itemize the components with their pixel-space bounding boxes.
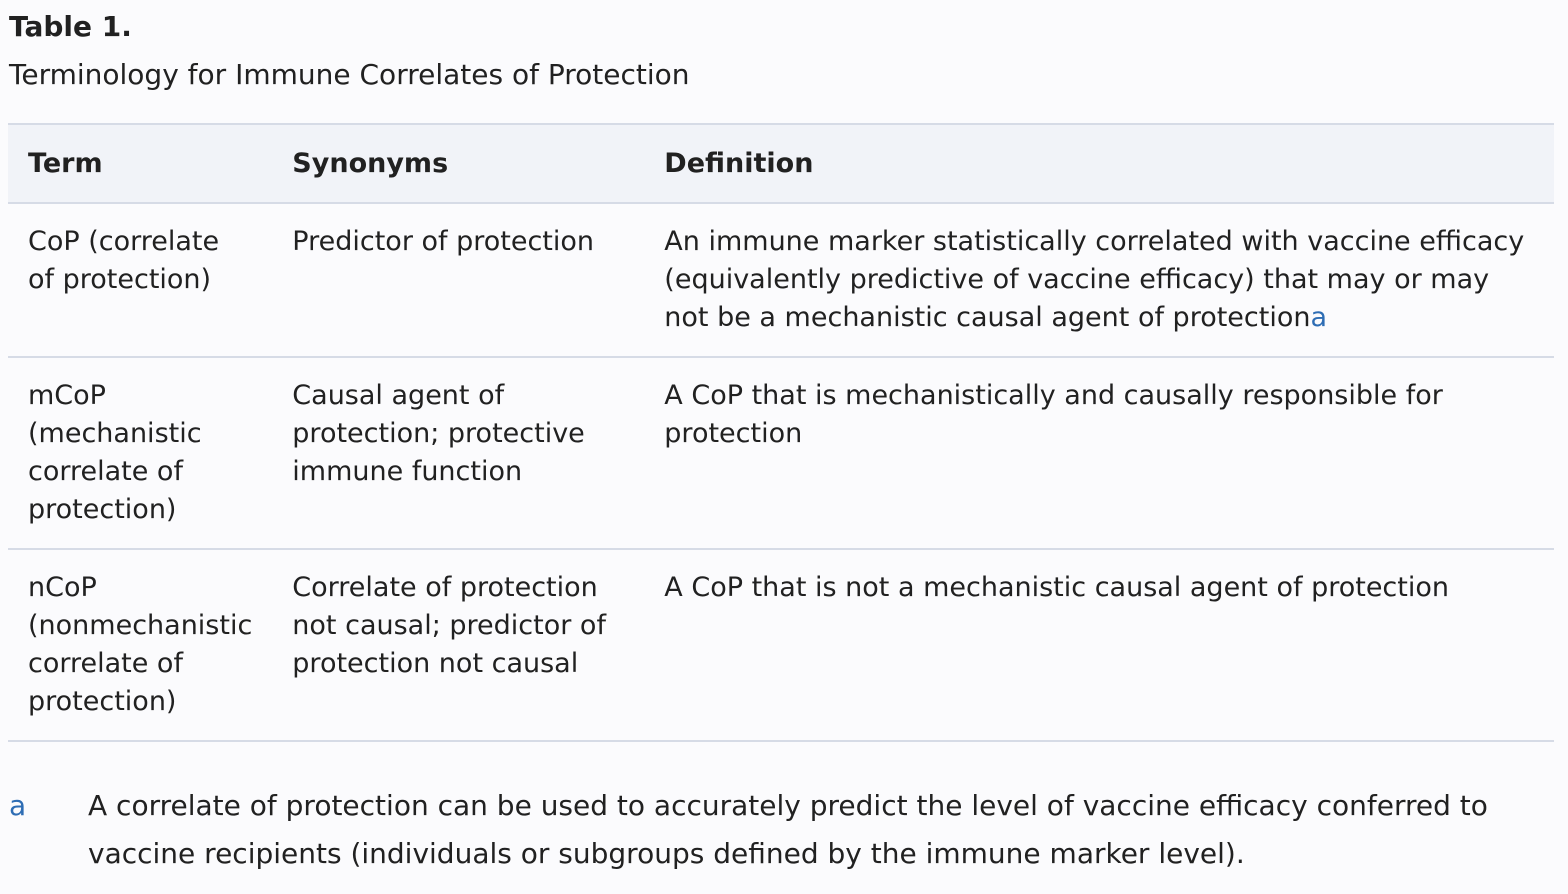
table-row: nCoP (nonmechanistic correlate of protec… [8, 549, 1554, 742]
term-cell: CoP (correlate of protection) [8, 203, 273, 358]
table-caption: Terminology for Immune Correlates of Pro… [9, 58, 690, 91]
table-row: mCoP (mechanistic correlate of protectio… [8, 357, 1554, 550]
synonyms-cell: Causal agent of protection; protective i… [272, 357, 645, 550]
table-title: Table 1. [9, 10, 132, 43]
definition-cell: A CoP that is not a mechanistic causal a… [644, 549, 1554, 742]
footnote-ref-link[interactable]: a [1310, 302, 1328, 333]
synonyms-cell: Correlate of protection not causal; pred… [272, 549, 645, 742]
footnote-label-link[interactable]: a [9, 789, 27, 822]
table-row: CoP (correlate of protection) Predictor … [8, 203, 1554, 358]
terminology-table: Term Synonyms Definition CoP (correlate … [8, 123, 1554, 742]
table-header: Term Synonyms Definition [8, 123, 1554, 204]
definition-cell: An immune marker statistically correlate… [644, 203, 1554, 358]
header-synonyms: Synonyms [272, 123, 645, 204]
footnote-text: A correlate of protection can be used to… [88, 789, 1488, 870]
header-definition: Definition [644, 123, 1554, 204]
header-row: Term Synonyms Definition [8, 123, 1554, 204]
definition-cell: A CoP that is mechanistically and causal… [644, 357, 1554, 550]
header-term: Term [8, 123, 273, 204]
synonyms-cell: Predictor of protection [272, 203, 645, 358]
term-cell: nCoP (nonmechanistic correlate of protec… [8, 549, 273, 742]
term-cell: mCoP (mechanistic correlate of protectio… [8, 357, 273, 550]
definition-text: An immune marker statistically correlate… [664, 226, 1525, 333]
table-footnote: a A correlate of protection can be used … [9, 782, 1549, 878]
table-body: CoP (correlate of protection) Predictor … [8, 203, 1554, 742]
